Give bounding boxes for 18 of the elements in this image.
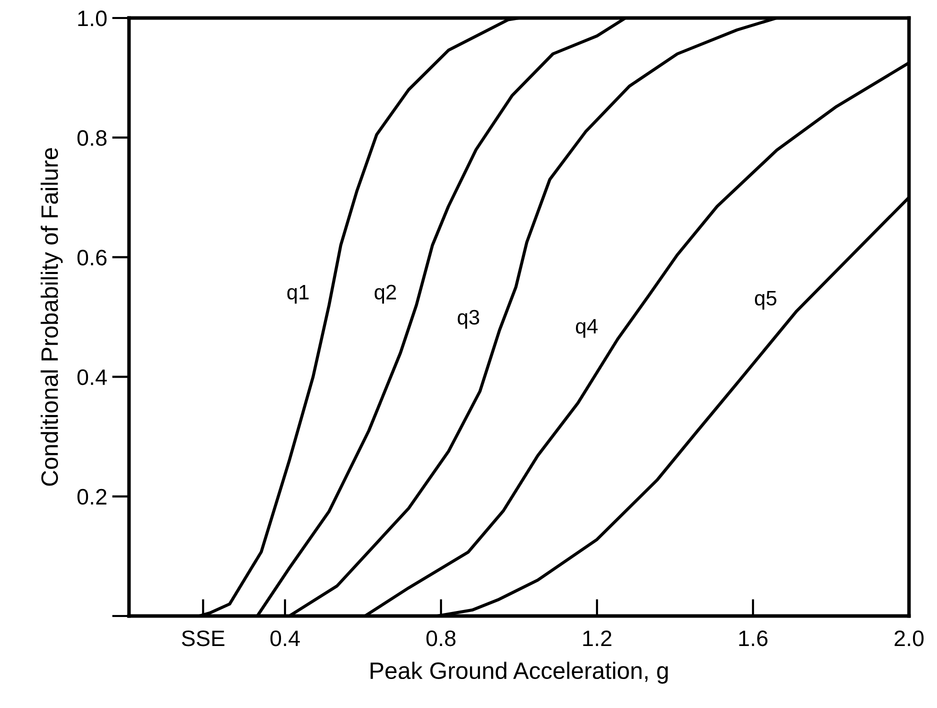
series-label: q4 <box>576 319 598 338</box>
y-axis-title: Conditional Probability of Failure <box>40 148 63 486</box>
x-tick-label: 2.0 <box>894 630 924 646</box>
y-tick-label: 0.6 <box>77 250 106 266</box>
x-tick-label: 0.4 <box>270 630 300 646</box>
y-tick-label: 1.0 <box>78 10 107 26</box>
series-label: q3 <box>458 310 480 329</box>
series-label: q1 <box>287 284 309 304</box>
x-tick-label: 1.2 <box>583 630 612 646</box>
x-axis-title: Peak Ground Acceleration, g <box>370 662 668 684</box>
y-tick-label: 0.4 <box>77 369 107 386</box>
y-tick-label: 0.2 <box>77 488 106 505</box>
series-label: q5 <box>754 290 776 310</box>
x-tick-label: SSE <box>182 630 224 646</box>
series-label: q2 <box>374 284 396 304</box>
x-tick-label: 1.6 <box>739 630 768 646</box>
x-tick-label: 0.8 <box>426 630 456 646</box>
y-tick-label: 0.8 <box>77 130 107 146</box>
